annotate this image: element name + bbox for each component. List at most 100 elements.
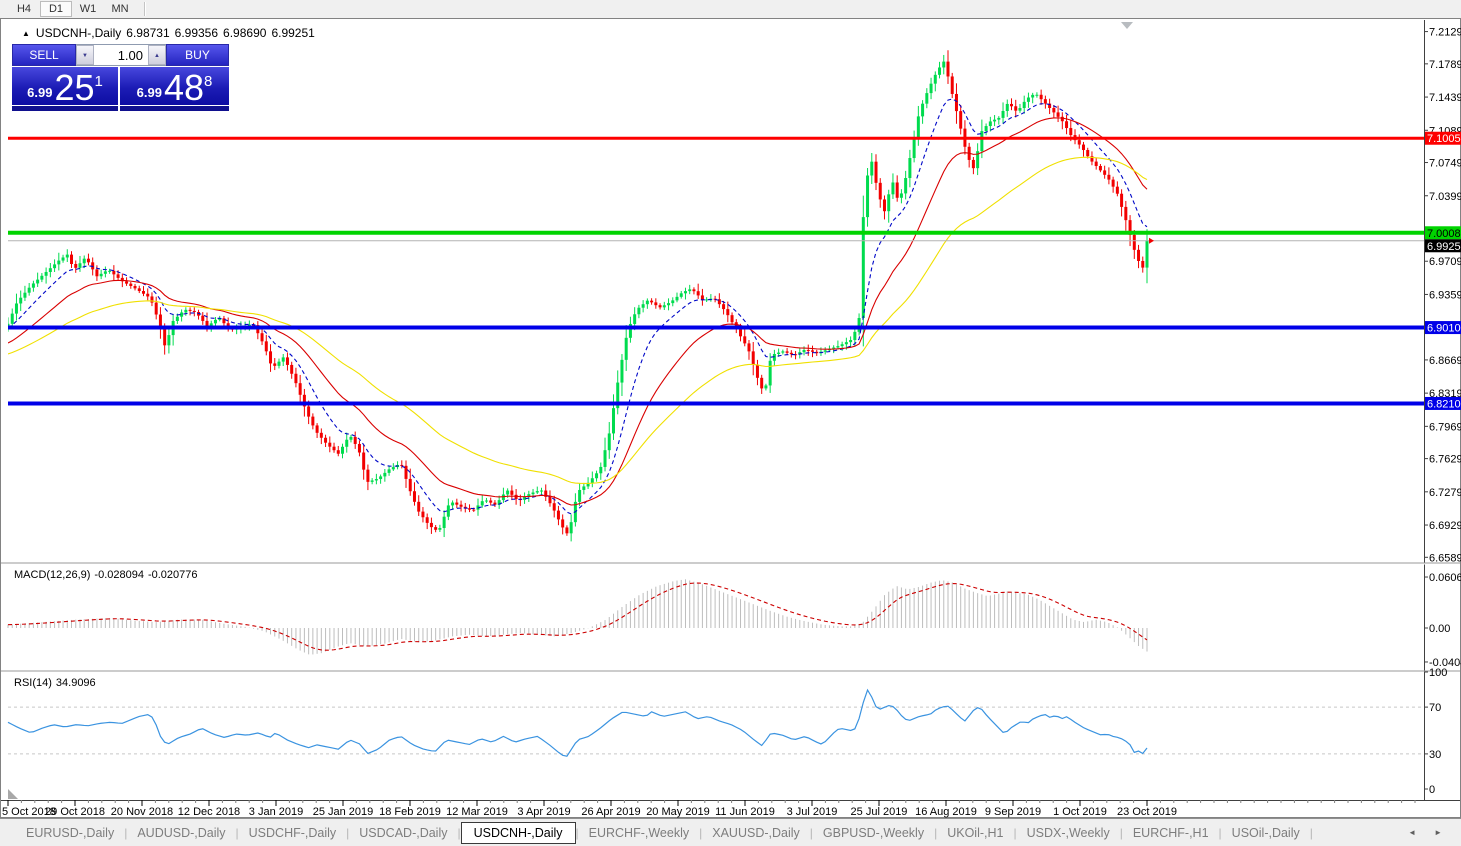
svg-text:11 Jun 2019: 11 Jun 2019 xyxy=(715,806,775,818)
svg-text:3 Jan 2019: 3 Jan 2019 xyxy=(249,806,303,818)
svg-text:25 Jan 2019: 25 Jan 2019 xyxy=(313,806,374,818)
one-click-trading-panel: SELL ▼ ▲ BUY 6.99 25 1 6.99 48 8 xyxy=(12,44,229,111)
chart-canvas[interactable]: 7.212907.178907.143907.108907.074907.039… xyxy=(0,0,1461,818)
last-price-marker-icon xyxy=(1149,237,1154,244)
timeframe-button-d1[interactable]: D1 xyxy=(40,1,72,17)
level-badge-7.10051 xyxy=(1425,131,1461,145)
svg-text:0.060687: 0.060687 xyxy=(1429,572,1461,584)
level-badge-6.82103 xyxy=(1425,396,1461,410)
svg-text:7.21290: 7.21290 xyxy=(1429,27,1461,39)
macd-signal-value: -0.020776 xyxy=(147,569,198,581)
sell-price-button[interactable]: 6.99 25 1 xyxy=(12,67,118,108)
tab-separator: | xyxy=(346,825,350,840)
svg-text:6.65890: 6.65890 xyxy=(1429,552,1461,564)
symbol-tab-ukoil[interactable]: UKOil-,H1 xyxy=(947,825,1004,840)
svg-text:6.72790: 6.72790 xyxy=(1429,487,1461,499)
tab-separator: | xyxy=(235,825,239,840)
symbol-period-label: USDCNH-,Daily xyxy=(35,26,122,40)
macd-name: MACD(12,26,9) xyxy=(14,569,91,581)
buy-price-big: 48 xyxy=(163,67,204,108)
tab-separator: | xyxy=(1218,825,1222,840)
level-badge-6.90100-text: 6.90100 xyxy=(1427,323,1461,335)
volume-input[interactable] xyxy=(94,45,148,65)
symbol-tab-usdcnh[interactable]: USDCNH-,Daily xyxy=(460,821,576,844)
tab-separator: | xyxy=(575,825,579,840)
svg-text:12 Mar 2019: 12 Mar 2019 xyxy=(446,806,508,818)
svg-text:3 Jul 2019: 3 Jul 2019 xyxy=(787,806,838,818)
symbol-tab-usdcad[interactable]: USDCAD-,Daily xyxy=(359,825,448,840)
tab-separator: | xyxy=(457,825,461,840)
pane-resize-grip-icon[interactable] xyxy=(8,789,18,799)
symbol-tab-usdx[interactable]: USDX-,Weekly xyxy=(1026,825,1110,840)
sell-price-big: 25 xyxy=(54,67,95,108)
svg-text:6.97090: 6.97090 xyxy=(1429,256,1461,268)
rsi-axis-ticks: 100 70 30 0 xyxy=(1424,667,1447,796)
macd-histogram xyxy=(7,579,1148,655)
svg-text:16 Aug 2019: 16 Aug 2019 xyxy=(915,806,977,818)
buy-price-sup: 8 xyxy=(204,73,213,90)
svg-text:3 Apr 2019: 3 Apr 2019 xyxy=(517,806,570,818)
symbol-tab-usoil[interactable]: USOil-,Daily xyxy=(1231,825,1300,840)
svg-text:7.07490: 7.07490 xyxy=(1429,158,1461,170)
rsi-name: RSI(14) xyxy=(14,677,52,689)
level-badge-6.82103-text: 6.82103 xyxy=(1427,398,1461,410)
tab-separator: | xyxy=(1013,825,1017,840)
timeframe-button-w1[interactable]: W1 xyxy=(79,3,97,15)
sell-price-small: 6.99 xyxy=(27,85,53,100)
ohlc-open: 6.98731 xyxy=(126,26,170,40)
ohlc-high: 6.99356 xyxy=(174,26,219,40)
svg-text:7.14390: 7.14390 xyxy=(1429,92,1461,104)
timeframe-toolbar: H4 D1 W1 MN xyxy=(0,0,1461,18)
buy-price-button[interactable]: 6.99 48 8 xyxy=(120,67,229,108)
svg-text:7.03990: 7.03990 xyxy=(1429,191,1461,203)
buy-price-small: 6.99 xyxy=(136,85,162,100)
timeframe-button-h4[interactable]: H4 xyxy=(16,3,32,15)
collapse-panel-icon[interactable]: ▲ xyxy=(22,29,30,38)
symbol-tab-eurusd[interactable]: EURUSD-,Daily xyxy=(26,825,115,840)
current-price-badge-text: 6.99251 xyxy=(1427,241,1461,253)
sell-strip xyxy=(12,106,118,111)
timeframe-button-mn[interactable]: MN xyxy=(111,3,129,15)
symbol-tab-eurchf[interactable]: EURCHF-,Weekly xyxy=(588,825,690,840)
symbol-tab-eurchf[interactable]: EURCHF-,H1 xyxy=(1132,825,1209,840)
svg-text:29 Oct 2018: 29 Oct 2018 xyxy=(45,806,105,818)
svg-text:7.17890: 7.17890 xyxy=(1429,59,1461,71)
shift-end-marker-icon[interactable] xyxy=(1121,22,1133,29)
svg-text:0: 0 xyxy=(1429,784,1435,796)
svg-text:6.79690: 6.79690 xyxy=(1429,421,1461,433)
svg-text:100: 100 xyxy=(1429,667,1447,679)
symbol-tab-gbpusd[interactable]: GBPUSD-,Weekly xyxy=(822,825,925,840)
svg-text:70: 70 xyxy=(1429,702,1441,714)
symbol-tab-usdchf[interactable]: USDCHF-,Daily xyxy=(248,825,337,840)
candlestick-series xyxy=(8,50,1149,542)
moving-average-10 xyxy=(8,98,1148,515)
svg-text:-0.040437: -0.040437 xyxy=(1429,657,1461,669)
ohlc-low: 6.98690 xyxy=(223,26,267,40)
svg-text:5 Oct 2018: 5 Oct 2018 xyxy=(2,806,56,818)
moving-average-25 xyxy=(8,117,1148,506)
rsi-line xyxy=(7,688,1148,757)
tab-scroll-left-icon[interactable]: ◄ xyxy=(1408,828,1417,837)
buy-button[interactable]: BUY xyxy=(166,44,229,66)
svg-text:25 Jul 2019: 25 Jul 2019 xyxy=(851,806,908,818)
svg-text:20 May 2019: 20 May 2019 xyxy=(646,806,710,818)
svg-text:23 Oct 2019: 23 Oct 2019 xyxy=(1117,806,1177,818)
volume-decrease-icon[interactable]: ▼ xyxy=(76,45,94,65)
volume-box: ▼ ▲ xyxy=(76,44,166,66)
macd-label: MACD(12,26,9) -0.028094 -0.020776 xyxy=(14,569,202,581)
tab-separator: | xyxy=(699,825,703,840)
macd-main-value: -0.028094 xyxy=(94,569,144,581)
volume-increase-icon[interactable]: ▲ xyxy=(148,45,166,65)
rsi-value: 34.9096 xyxy=(55,677,96,689)
current-price-badge xyxy=(1425,239,1461,253)
tab-separator: | xyxy=(809,825,813,840)
svg-text:6.93590: 6.93590 xyxy=(1429,289,1461,301)
symbol-tab-audusd[interactable]: AUDUSD-,Daily xyxy=(137,825,226,840)
buy-strip xyxy=(120,106,229,111)
tab-scroll-right-icon[interactable]: ► xyxy=(1434,828,1442,837)
svg-text:9 Sep 2019: 9 Sep 2019 xyxy=(985,806,1041,818)
svg-text:26 Apr 2019: 26 Apr 2019 xyxy=(581,806,640,818)
sell-button[interactable]: SELL xyxy=(12,44,76,66)
symbol-tab-xauusd[interactable]: XAUUSD-,Daily xyxy=(712,825,800,840)
